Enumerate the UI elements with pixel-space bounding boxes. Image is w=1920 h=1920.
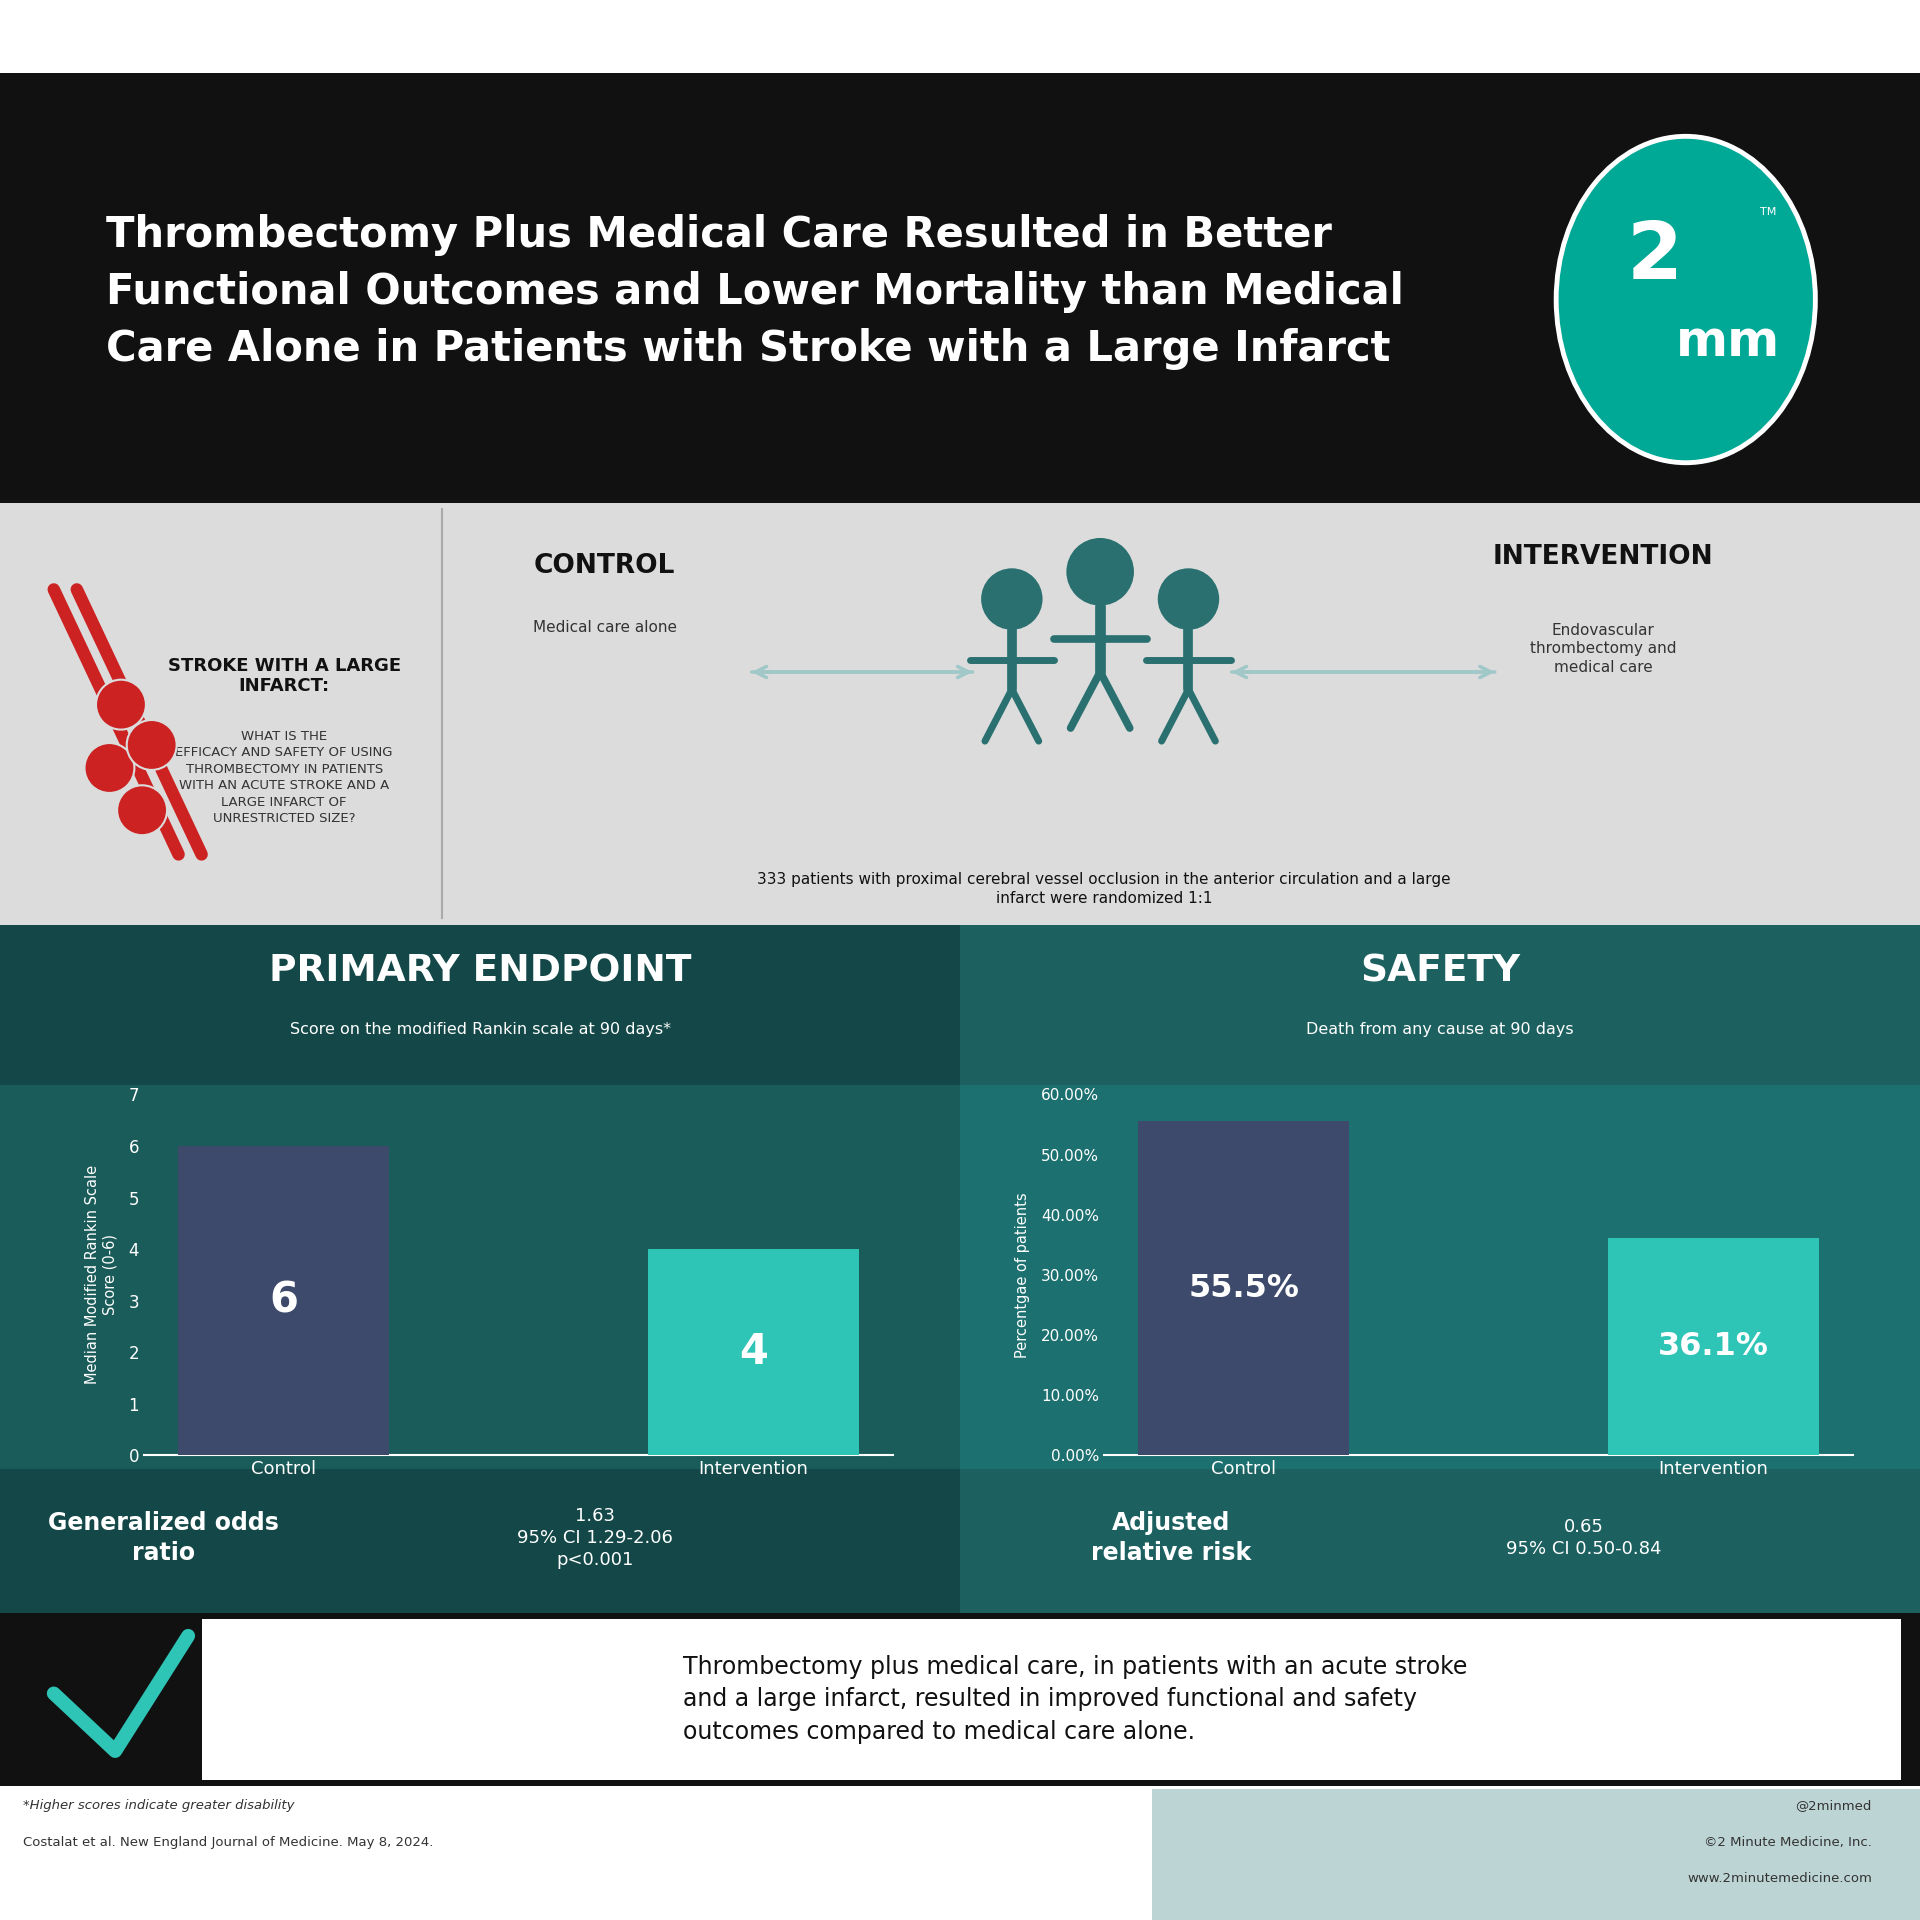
Text: 1.63
95% CI 1.29-2.06
p<0.001: 1.63 95% CI 1.29-2.06 p<0.001 [516,1507,674,1569]
Text: 6: 6 [269,1279,298,1321]
Y-axis label: Median Modified Rankin Scale
Score (0-6): Median Modified Rankin Scale Score (0-6) [84,1165,117,1384]
Text: 2: 2 [1626,219,1684,296]
Text: Thrombectomy Plus Medical Care Resulted in Better
Functional Outcomes and Lower : Thrombectomy Plus Medical Care Resulted … [106,213,1404,371]
Bar [202,1619,1901,1780]
Text: WHAT IS THE
EFFICACY AND SAFETY OF USING
THROMBECTOMY IN PATIENTS
WITH AN ACUTE : WHAT IS THE EFFICACY AND SAFETY OF USING… [175,730,394,826]
Text: Thrombectomy plus medical care, in patients with an acute stroke
and a large inf: Thrombectomy plus medical care, in patie… [684,1655,1467,1743]
Bar [960,1469,1920,1613]
Text: www.2minutemedicine.com: www.2minutemedicine.com [1688,1872,1872,1885]
Bar [0,1786,1920,1920]
Text: Adjusted
relative risk: Adjusted relative risk [1091,1511,1252,1565]
Circle shape [127,720,177,770]
Text: Score on the modified Rankin scale at 90 days*: Score on the modified Rankin scale at 90… [290,1021,670,1037]
Bar [1152,1789,1920,1920]
Circle shape [96,680,146,730]
Text: STROKE WITH A LARGE
INFARCT:: STROKE WITH A LARGE INFARCT: [167,657,401,695]
Bar [647,1250,858,1455]
Bar [960,925,1920,1613]
Ellipse shape [1555,136,1816,463]
Text: mm: mm [1676,317,1780,365]
Y-axis label: Percentgae of patients: Percentgae of patients [1016,1192,1029,1357]
Text: Endovascular
thrombectomy and
medical care: Endovascular thrombectomy and medical ca… [1530,622,1676,676]
Text: 36.1%: 36.1% [1657,1331,1768,1363]
Bar [0,0,1920,73]
Text: Medical care alone: Medical care alone [532,620,676,636]
Text: ©2 Minute Medicine, Inc.: ©2 Minute Medicine, Inc. [1705,1836,1872,1849]
Bar [0,925,960,1085]
Circle shape [1066,538,1135,605]
Bar [1139,1121,1350,1455]
Text: 333 patients with proximal cerebral vessel occlusion in the anterior circulation: 333 patients with proximal cerebral vess… [756,872,1452,906]
Circle shape [1158,568,1219,630]
Bar [0,73,1920,503]
Text: 0.65
95% CI 0.50-0.84: 0.65 95% CI 0.50-0.84 [1507,1519,1661,1557]
Bar [0,1613,1920,1786]
Text: Death from any cause at 90 days: Death from any cause at 90 days [1306,1021,1574,1037]
Bar [0,503,1920,925]
Bar [1607,1238,1818,1455]
Text: @2minmed: @2minmed [1795,1799,1872,1812]
Bar [960,925,1920,1085]
Circle shape [981,568,1043,630]
Text: Costalat et al. New England Journal of Medicine. May 8, 2024.: Costalat et al. New England Journal of M… [23,1836,434,1849]
Text: Generalized odds
ratio: Generalized odds ratio [48,1511,278,1565]
Bar [0,1469,960,1613]
Text: INTERVENTION: INTERVENTION [1494,543,1713,570]
Text: CONTROL: CONTROL [534,553,676,580]
Bar [0,925,960,1613]
Circle shape [84,743,134,793]
Text: TM: TM [1761,207,1776,217]
Bar [179,1146,390,1455]
Text: SAFETY: SAFETY [1359,954,1521,989]
Text: PRIMARY ENDPOINT: PRIMARY ENDPOINT [269,954,691,989]
Text: 55.5%: 55.5% [1188,1273,1300,1304]
Circle shape [117,785,167,835]
Text: *Higher scores indicate greater disability: *Higher scores indicate greater disabili… [23,1799,294,1812]
Text: 4: 4 [739,1331,768,1373]
